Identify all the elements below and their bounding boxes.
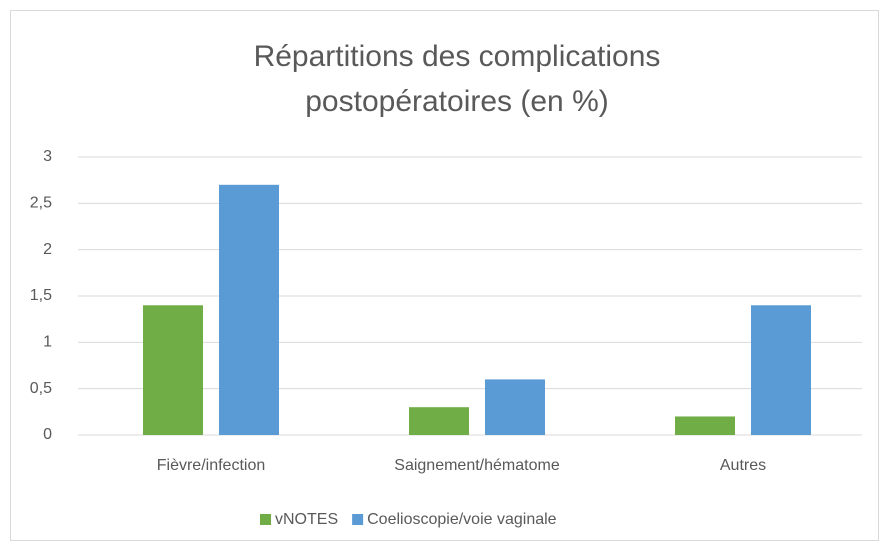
chart-border bbox=[10, 10, 879, 541]
y-tick-label: 0,5 bbox=[30, 380, 52, 397]
bar bbox=[409, 407, 469, 435]
y-tick-label: 2 bbox=[43, 241, 52, 258]
legend-swatch bbox=[352, 514, 364, 525]
legend-label: vNOTES bbox=[275, 511, 338, 528]
y-tick-label: 3 bbox=[43, 148, 52, 165]
x-tick-label: Autres bbox=[720, 457, 766, 474]
x-tick-label: Fièvre/infection bbox=[157, 457, 266, 474]
legend-label: Coelioscopie/voie vaginale bbox=[367, 511, 557, 528]
bar bbox=[485, 379, 545, 435]
y-tick-label: 1,5 bbox=[30, 287, 52, 304]
y-tick-label: 0 bbox=[43, 426, 52, 443]
bar bbox=[751, 305, 811, 435]
bar bbox=[219, 184, 279, 435]
bar bbox=[143, 305, 203, 435]
x-tick-label: Saignement/hématome bbox=[394, 457, 560, 474]
bar bbox=[675, 416, 735, 435]
legend-swatch bbox=[260, 514, 271, 525]
chart-title: Répartitions des complications bbox=[254, 40, 661, 73]
chart-title: postopératoires (en %) bbox=[305, 85, 609, 118]
y-tick-label: 1 bbox=[43, 334, 52, 351]
y-tick-label: 2,5 bbox=[30, 195, 52, 212]
